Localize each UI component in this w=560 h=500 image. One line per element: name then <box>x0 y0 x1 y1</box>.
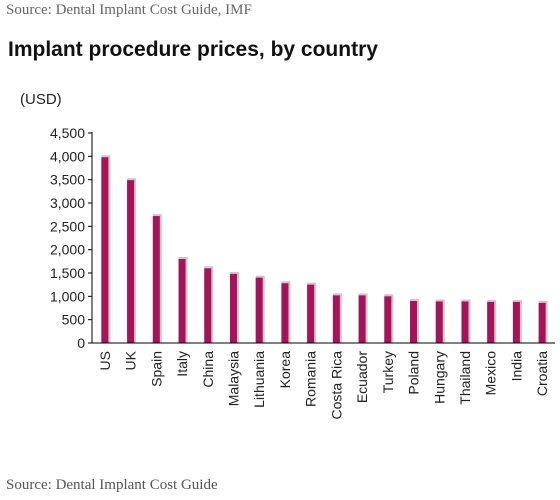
bar-italy <box>178 259 186 343</box>
bar-poland <box>410 301 418 343</box>
y-tick-label: 2,000 <box>50 242 85 258</box>
bar-hungary <box>435 301 443 343</box>
y-axis-unit-label: (USD) <box>20 91 62 108</box>
bar-lithuania <box>255 277 263 343</box>
x-category-label: Italy <box>174 351 190 377</box>
source-note-top: Source: Dental Implant Cost Guide, IMF <box>6 2 252 18</box>
bar-romania <box>307 284 315 343</box>
bar-india <box>512 301 520 343</box>
y-tick-label: 0 <box>77 335 85 351</box>
x-category-label: Thailand <box>457 351 473 405</box>
chart-title: Implant procedure prices, by country <box>8 38 378 61</box>
x-category-label: Costa Rica <box>328 351 344 420</box>
source-note-bottom: Source: Dental Implant Cost Guide <box>6 477 218 493</box>
x-axis-labels: US UK Spain Italy China Malaysia Lithuania Kore… <box>97 350 550 419</box>
bar-ecuador <box>358 295 366 343</box>
bar-malaysia <box>229 273 237 343</box>
y-tick-label: 1,000 <box>50 288 85 304</box>
x-category-label: Hungary <box>431 351 447 404</box>
y-tick-label: 3,000 <box>50 195 85 211</box>
x-category-label: Croatia <box>534 351 550 396</box>
y-tick-label: 1,500 <box>50 265 85 281</box>
y-axis: 0 500 1,000 1,500 2,000 2,500 3,000 3,500 4,000 4… <box>50 125 92 351</box>
y-tick-label: 4,000 <box>50 148 85 164</box>
x-category-label: India <box>508 351 524 382</box>
x-category-label: Romania <box>303 351 319 407</box>
bar-spain <box>152 216 160 343</box>
bar-uk <box>127 180 135 343</box>
bar-thailand <box>461 301 469 343</box>
x-category-label: Lithuania <box>251 351 267 408</box>
bar-mexico <box>487 301 495 343</box>
x-category-label: Turkey <box>380 351 396 393</box>
y-tick-label: 3,500 <box>50 172 85 188</box>
x-category-label: Ecuador <box>354 351 370 403</box>
x-category-label: China <box>200 351 216 388</box>
bar-korea <box>281 283 289 343</box>
y-tick-label: 4,500 <box>50 125 85 141</box>
x-category-label: UK <box>123 350 139 370</box>
bars <box>101 155 548 343</box>
x-category-label: Mexico <box>483 351 499 396</box>
x-category-label: Korea <box>277 351 293 389</box>
bar-us <box>101 157 109 343</box>
x-category-label: Poland <box>406 351 422 395</box>
bar-china <box>204 268 212 343</box>
y-tick-label: 500 <box>62 312 86 328</box>
y-tick-label: 2,500 <box>50 218 85 234</box>
x-category-label: Malaysia <box>225 351 241 406</box>
x-category-label: US <box>97 351 113 370</box>
bar-turkey <box>384 296 392 343</box>
bar-costa-rica <box>332 295 340 343</box>
bar-croatia <box>538 302 546 343</box>
x-category-label: Spain <box>148 351 164 387</box>
